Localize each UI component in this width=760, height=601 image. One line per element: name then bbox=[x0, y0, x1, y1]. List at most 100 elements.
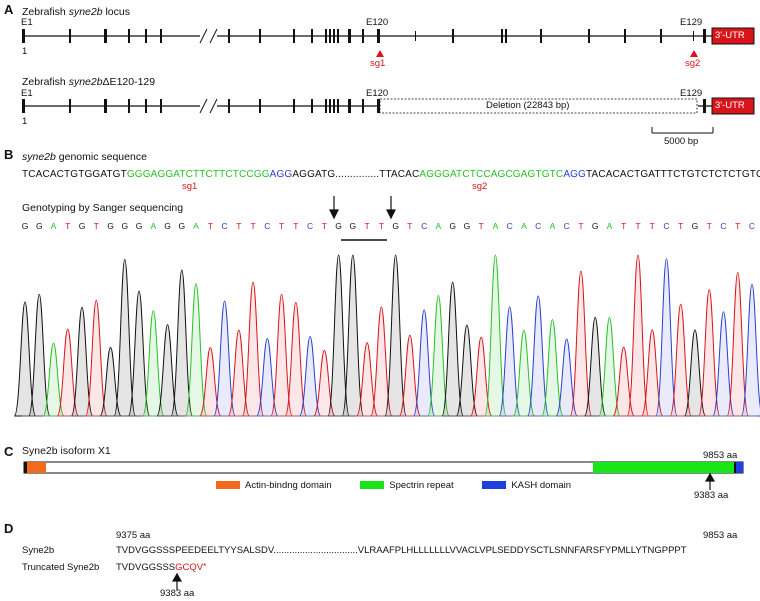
exon bbox=[362, 29, 364, 43]
exon bbox=[69, 29, 71, 43]
trace-peak bbox=[256, 338, 279, 417]
exon bbox=[104, 29, 107, 43]
truncated-name: Truncated Syne2b bbox=[22, 562, 100, 573]
trace-base-label: G bbox=[136, 221, 143, 231]
seq-sg1-label: sg1 bbox=[182, 181, 198, 192]
exon bbox=[325, 29, 327, 43]
trace-peak bbox=[85, 299, 108, 417]
trace-peak bbox=[469, 336, 493, 417]
truncation-site-arrow-icon bbox=[704, 472, 716, 490]
exon bbox=[624, 29, 626, 43]
locus-e129-label: E129 bbox=[680, 17, 703, 28]
exon bbox=[660, 29, 662, 43]
isoform-title: Syne2b isoform X1 bbox=[22, 445, 111, 457]
exon bbox=[293, 29, 295, 43]
trace-peak bbox=[355, 342, 379, 417]
deletion-utr-box bbox=[711, 97, 755, 115]
exon bbox=[588, 29, 590, 43]
exon-e120 bbox=[377, 29, 380, 43]
sg2-arrow-icon bbox=[690, 50, 698, 57]
truncated-seq-stop: * bbox=[203, 562, 207, 571]
trace-peak bbox=[241, 281, 265, 417]
domain-legend: Actin-bindng domain Spectrin repeat KASH… bbox=[216, 480, 571, 491]
trace-base-label: G bbox=[592, 221, 599, 231]
trace-base-label: A bbox=[436, 221, 442, 231]
trace-peak bbox=[227, 329, 250, 417]
panel-c-label: C bbox=[4, 444, 14, 459]
trace-base-label: T bbox=[735, 221, 740, 231]
legend-actin-binding: Actin-bindng domain bbox=[216, 480, 334, 491]
trace-base-label: T bbox=[236, 221, 241, 231]
legend-actin-label: Actin-bindng domain bbox=[245, 480, 332, 491]
locus-exons bbox=[22, 29, 706, 43]
trace-base-label: G bbox=[36, 221, 43, 231]
trace-base-label: G bbox=[121, 221, 128, 231]
locus-break-mark bbox=[199, 28, 218, 44]
trace-base-label: T bbox=[250, 221, 255, 231]
truncated-seq-frameshift: GCQV bbox=[175, 562, 204, 573]
trace-base-label: G bbox=[449, 221, 456, 231]
locus-title-prefix: Zebrafish bbox=[22, 6, 69, 18]
sg1-arrow-icon bbox=[376, 50, 384, 57]
trace-base-label: C bbox=[720, 221, 726, 231]
trace-base-label: T bbox=[407, 221, 412, 231]
exon bbox=[703, 29, 706, 43]
scale-bar bbox=[651, 127, 714, 134]
deletion-title-prefix: Zebrafish bbox=[22, 76, 69, 88]
trace-peak bbox=[28, 293, 51, 417]
exon bbox=[452, 29, 454, 43]
deletion-utr-label: 3'-UTR bbox=[715, 100, 745, 111]
trace-base-label: T bbox=[94, 221, 99, 231]
actin-binding-domain bbox=[27, 462, 46, 473]
trace-peak bbox=[712, 311, 735, 417]
seq-sg1-target: GGGAGGATCTTCTTCTCCGG bbox=[126, 169, 270, 180]
exon bbox=[540, 29, 542, 43]
trace-peak bbox=[641, 329, 664, 417]
sanger-title: Genotyping by Sanger sequencing bbox=[22, 202, 184, 214]
trace-base-label: T bbox=[707, 221, 712, 231]
exon bbox=[259, 29, 261, 43]
trace-base-label: T bbox=[379, 221, 384, 231]
trace-base-label: G bbox=[178, 221, 185, 231]
locus-e120-label: E120 bbox=[366, 17, 389, 28]
trace-base-label: T bbox=[293, 221, 298, 231]
trace-peak bbox=[412, 309, 436, 417]
trace-peak bbox=[612, 346, 635, 417]
panel-b-label: B bbox=[4, 147, 14, 162]
trace-base-label: C bbox=[264, 221, 270, 231]
trace-peak bbox=[341, 254, 365, 417]
trace-base-label: A bbox=[51, 221, 57, 231]
locus-title-gene: syne2b bbox=[68, 6, 103, 18]
trace-base-label: C bbox=[749, 221, 755, 231]
trace-base-label: A bbox=[607, 221, 613, 231]
trace-base-label: T bbox=[621, 221, 626, 231]
trace-base-label: T bbox=[650, 221, 655, 231]
locus-e1-label: E1 bbox=[21, 17, 33, 28]
isoform-site-label: 9383 aa bbox=[694, 490, 729, 501]
exon bbox=[311, 29, 313, 43]
exon bbox=[128, 29, 130, 43]
trace-base-label: C bbox=[221, 221, 227, 231]
trace-peak bbox=[626, 254, 650, 417]
exon bbox=[228, 29, 230, 43]
trace-base-label: G bbox=[692, 221, 699, 231]
kash-domain bbox=[736, 462, 743, 473]
trace-base-label: C bbox=[535, 221, 541, 231]
seq-sg2-label: sg2 bbox=[472, 181, 488, 192]
truncation-site-label: 9383 aa bbox=[160, 588, 195, 599]
junction-arrow-left-icon bbox=[329, 196, 339, 220]
genomic-sequence-gene: syne2b bbox=[22, 151, 56, 163]
protein-nterm-cap bbox=[24, 462, 27, 473]
trace-base-label: G bbox=[22, 221, 29, 231]
trace-peak bbox=[370, 306, 393, 417]
exon bbox=[337, 29, 339, 43]
trace-peak bbox=[484, 254, 507, 417]
end-aa-label: 9853 aa bbox=[703, 530, 738, 541]
seq-sg2-target: AGGGATCTCCAGCGAGTGTC bbox=[419, 169, 564, 180]
trace-base-label: T bbox=[279, 221, 284, 231]
trace-base-label: C bbox=[307, 221, 313, 231]
